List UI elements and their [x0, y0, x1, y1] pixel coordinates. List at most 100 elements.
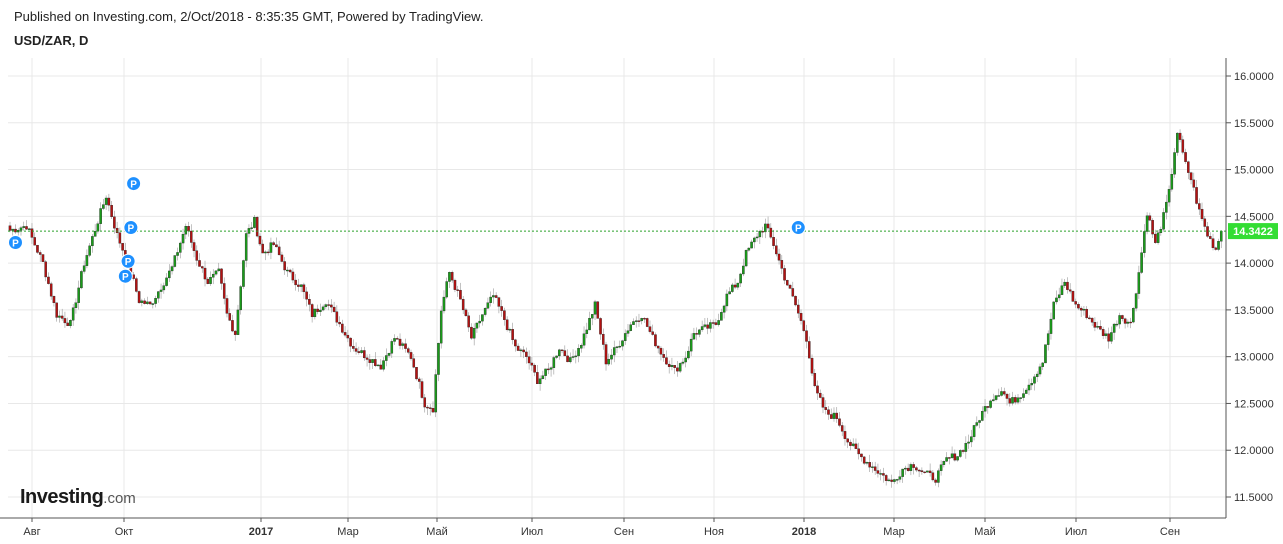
- candle-body: [1011, 397, 1014, 404]
- candle-body: [1099, 326, 1102, 330]
- candle-body: [74, 302, 78, 308]
- candle-body: [1104, 333, 1108, 336]
- candle-body: [755, 236, 759, 239]
- candle-body: [426, 406, 429, 409]
- candle-body: [742, 265, 745, 275]
- x-tick-label: 2017: [249, 526, 273, 538]
- y-tick-label: 12.5000: [1234, 398, 1274, 410]
- candle-body: [544, 368, 547, 376]
- candle-body: [791, 288, 795, 297]
- candle-body: [319, 309, 322, 312]
- candle-body: [956, 456, 959, 461]
- candle-body: [1112, 323, 1116, 333]
- candle-body: [659, 347, 663, 355]
- candle-body: [1115, 323, 1119, 326]
- candle-body: [665, 357, 668, 365]
- candle-body: [376, 364, 380, 367]
- candle-body: [253, 216, 256, 228]
- candle-body: [1151, 219, 1154, 235]
- candle-body: [915, 467, 918, 471]
- candle-body: [1013, 397, 1017, 403]
- candle-body: [352, 346, 355, 349]
- candle-body: [530, 362, 534, 366]
- candles: [8, 129, 1223, 488]
- candle-body: [711, 322, 715, 324]
- candle-body: [11, 228, 15, 231]
- candle-body: [992, 399, 995, 402]
- candle-body: [170, 266, 174, 272]
- candle-body: [1132, 308, 1135, 323]
- candle-body: [302, 284, 306, 293]
- candle-body: [121, 243, 124, 251]
- candle-body: [448, 272, 451, 282]
- candle-body: [93, 231, 97, 237]
- candle-body: [420, 381, 424, 398]
- candle-body: [549, 367, 553, 370]
- candle-body: [750, 241, 753, 249]
- candle-body: [338, 322, 341, 325]
- candle-body: [1093, 322, 1097, 328]
- investing-logo: Investing.com: [20, 486, 136, 509]
- candle-body: [818, 392, 822, 398]
- candle-body: [854, 443, 858, 449]
- candle-body: [1184, 152, 1187, 162]
- candle-body: [582, 333, 586, 346]
- x-tick-label: Мар: [337, 526, 359, 538]
- candle-body: [1000, 391, 1003, 396]
- candle-body: [58, 315, 61, 318]
- candle-body: [797, 304, 800, 314]
- candle-body: [964, 443, 968, 452]
- candle-body: [1052, 301, 1055, 320]
- candle-body: [82, 265, 86, 272]
- candle-body: [731, 284, 734, 292]
- candle-body: [645, 318, 649, 327]
- candle-body: [349, 337, 352, 347]
- candle-body: [1162, 212, 1165, 230]
- candle-body: [115, 227, 119, 233]
- candle-body: [618, 345, 622, 348]
- candle-body: [385, 355, 388, 361]
- candle-body: [555, 355, 558, 358]
- candle-body: [60, 315, 64, 319]
- candle-body: [945, 457, 948, 462]
- candle-body: [395, 338, 399, 340]
- candle-body: [231, 320, 234, 332]
- symbol-title: USD/ZAR, D: [14, 33, 89, 48]
- marker-label: P: [122, 272, 129, 283]
- candle-body: [525, 351, 528, 357]
- candle-body: [283, 261, 286, 271]
- candle-body: [1027, 384, 1031, 391]
- candle-body: [849, 441, 852, 446]
- candle-body: [538, 378, 542, 385]
- candle-body: [461, 298, 465, 311]
- candle-body: [486, 302, 490, 309]
- candle-body: [783, 268, 786, 281]
- candle-body: [527, 356, 531, 364]
- candle-body: [607, 358, 611, 365]
- candle-body: [601, 333, 605, 345]
- candle-body: [890, 479, 893, 482]
- candle-body: [794, 295, 797, 306]
- candle-body: [931, 472, 935, 481]
- candle-body: [1189, 172, 1193, 181]
- candle-body: [516, 345, 520, 351]
- candle-body: [717, 320, 720, 325]
- candle-body: [577, 348, 580, 357]
- candle-body: [269, 242, 273, 253]
- candle-body: [983, 406, 987, 412]
- candle-body: [519, 349, 523, 352]
- candle-body: [313, 308, 317, 318]
- candle-body: [505, 319, 509, 331]
- candle-body: [558, 349, 561, 357]
- candle-body: [769, 227, 773, 238]
- candle-body: [365, 357, 369, 360]
- x-tick-label: Сен: [1160, 526, 1180, 538]
- candle-body: [225, 298, 229, 314]
- candle-body: [615, 346, 619, 348]
- candle-body: [1148, 215, 1152, 221]
- candle-body: [725, 293, 729, 307]
- candle-body: [228, 313, 232, 321]
- candle-body: [736, 282, 740, 288]
- candle-body: [146, 301, 149, 304]
